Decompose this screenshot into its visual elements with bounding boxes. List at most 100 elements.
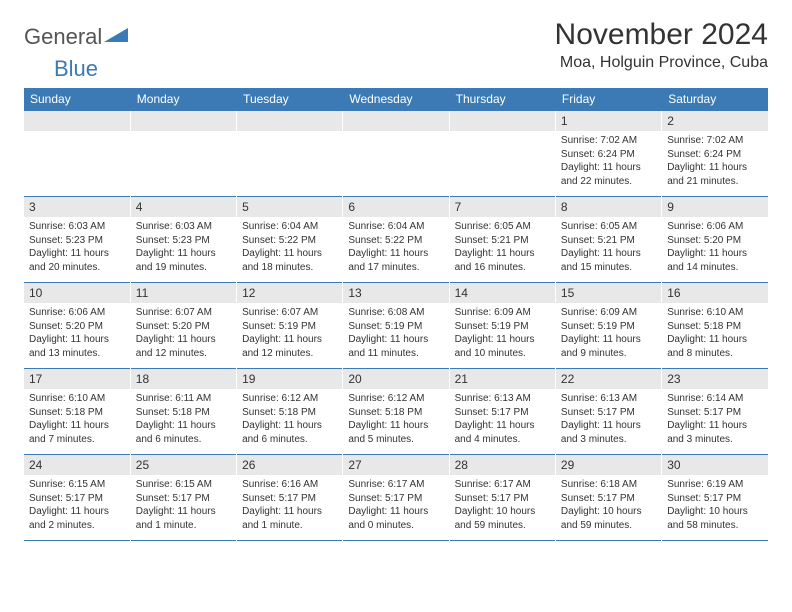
sunset-text: Sunset: 5:17 PM bbox=[242, 492, 337, 506]
calendar-cell: 22Sunrise: 6:13 AMSunset: 5:17 PMDayligh… bbox=[555, 369, 661, 455]
calendar-cell: 25Sunrise: 6:15 AMSunset: 5:17 PMDayligh… bbox=[130, 455, 236, 541]
day-number-empty bbox=[237, 111, 342, 131]
sunrise-text: Sunrise: 6:15 AM bbox=[29, 478, 125, 492]
sunset-text: Sunset: 5:17 PM bbox=[29, 492, 125, 506]
day-number: 14 bbox=[450, 283, 555, 303]
sunset-text: Sunset: 5:19 PM bbox=[455, 320, 550, 334]
calendar-cell bbox=[343, 111, 449, 197]
day-number: 1 bbox=[556, 111, 661, 131]
daylight-text: Daylight: 11 hours and 1 minute. bbox=[136, 505, 231, 532]
calendar-cell bbox=[237, 111, 343, 197]
calendar-table: Sunday Monday Tuesday Wednesday Thursday… bbox=[24, 88, 768, 541]
sunrise-text: Sunrise: 6:04 AM bbox=[348, 220, 443, 234]
day-number: 24 bbox=[24, 455, 130, 475]
daylight-text: Daylight: 11 hours and 12 minutes. bbox=[242, 333, 337, 360]
day-content: Sunrise: 6:15 AMSunset: 5:17 PMDaylight:… bbox=[24, 475, 130, 535]
calendar-cell: 4Sunrise: 6:03 AMSunset: 5:23 PMDaylight… bbox=[130, 197, 236, 283]
day-content: Sunrise: 6:06 AMSunset: 5:20 PMDaylight:… bbox=[662, 217, 768, 277]
month-title: November 2024 bbox=[555, 18, 768, 52]
calendar-cell: 6Sunrise: 6:04 AMSunset: 5:22 PMDaylight… bbox=[343, 197, 449, 283]
day-number: 16 bbox=[662, 283, 768, 303]
sunset-text: Sunset: 5:22 PM bbox=[242, 234, 337, 248]
sunrise-text: Sunrise: 6:11 AM bbox=[136, 392, 231, 406]
sunset-text: Sunset: 5:17 PM bbox=[348, 492, 443, 506]
calendar-cell: 19Sunrise: 6:12 AMSunset: 5:18 PMDayligh… bbox=[237, 369, 343, 455]
day-number-empty bbox=[343, 111, 448, 131]
calendar-cell: 16Sunrise: 6:10 AMSunset: 5:18 PMDayligh… bbox=[662, 283, 768, 369]
sunrise-text: Sunrise: 6:12 AM bbox=[242, 392, 337, 406]
day-number: 21 bbox=[450, 369, 555, 389]
sunrise-text: Sunrise: 6:10 AM bbox=[667, 306, 763, 320]
sunrise-text: Sunrise: 6:13 AM bbox=[561, 392, 656, 406]
day-number: 8 bbox=[556, 197, 661, 217]
day-number: 11 bbox=[131, 283, 236, 303]
daylight-text: Daylight: 11 hours and 6 minutes. bbox=[242, 419, 337, 446]
day-content: Sunrise: 6:13 AMSunset: 5:17 PMDaylight:… bbox=[450, 389, 555, 449]
calendar-cell: 21Sunrise: 6:13 AMSunset: 5:17 PMDayligh… bbox=[449, 369, 555, 455]
day-number: 17 bbox=[24, 369, 130, 389]
day-content: Sunrise: 6:13 AMSunset: 5:17 PMDaylight:… bbox=[556, 389, 661, 449]
daylight-text: Daylight: 11 hours and 20 minutes. bbox=[29, 247, 125, 274]
day-number: 23 bbox=[662, 369, 768, 389]
day-content: Sunrise: 6:16 AMSunset: 5:17 PMDaylight:… bbox=[237, 475, 342, 535]
daylight-text: Daylight: 11 hours and 12 minutes. bbox=[136, 333, 231, 360]
title-block: November 2024 Moa, Holguin Province, Cub… bbox=[555, 18, 768, 72]
day-content: Sunrise: 6:03 AMSunset: 5:23 PMDaylight:… bbox=[24, 217, 130, 277]
sunrise-text: Sunrise: 6:09 AM bbox=[561, 306, 656, 320]
daylight-text: Daylight: 11 hours and 19 minutes. bbox=[136, 247, 231, 274]
day-header-row: Sunday Monday Tuesday Wednesday Thursday… bbox=[24, 88, 768, 111]
sunrise-text: Sunrise: 7:02 AM bbox=[561, 134, 656, 148]
sunrise-text: Sunrise: 6:16 AM bbox=[242, 478, 337, 492]
day-content: Sunrise: 6:12 AMSunset: 5:18 PMDaylight:… bbox=[237, 389, 342, 449]
logo-text-blue: Blue bbox=[54, 56, 98, 81]
logo-text-general: General bbox=[24, 24, 102, 50]
day-header: Thursday bbox=[449, 88, 555, 111]
sunset-text: Sunset: 5:21 PM bbox=[561, 234, 656, 248]
daylight-text: Daylight: 11 hours and 11 minutes. bbox=[348, 333, 443, 360]
sunset-text: Sunset: 5:22 PM bbox=[348, 234, 443, 248]
calendar-cell: 29Sunrise: 6:18 AMSunset: 5:17 PMDayligh… bbox=[555, 455, 661, 541]
page-container: General November 2024 Moa, Holguin Provi… bbox=[0, 0, 792, 559]
daylight-text: Daylight: 11 hours and 14 minutes. bbox=[667, 247, 763, 274]
day-content: Sunrise: 6:15 AMSunset: 5:17 PMDaylight:… bbox=[131, 475, 236, 535]
day-header: Sunday bbox=[24, 88, 130, 111]
day-content: Sunrise: 6:18 AMSunset: 5:17 PMDaylight:… bbox=[556, 475, 661, 535]
day-number: 5 bbox=[237, 197, 342, 217]
calendar-cell: 10Sunrise: 6:06 AMSunset: 5:20 PMDayligh… bbox=[24, 283, 130, 369]
day-header: Saturday bbox=[662, 88, 768, 111]
day-content: Sunrise: 6:14 AMSunset: 5:17 PMDaylight:… bbox=[662, 389, 768, 449]
calendar-cell: 28Sunrise: 6:17 AMSunset: 5:17 PMDayligh… bbox=[449, 455, 555, 541]
sunrise-text: Sunrise: 6:12 AM bbox=[348, 392, 443, 406]
daylight-text: Daylight: 11 hours and 8 minutes. bbox=[667, 333, 763, 360]
day-content: Sunrise: 6:07 AMSunset: 5:19 PMDaylight:… bbox=[237, 303, 342, 363]
daylight-text: Daylight: 11 hours and 5 minutes. bbox=[348, 419, 443, 446]
day-number: 13 bbox=[343, 283, 448, 303]
day-number: 2 bbox=[662, 111, 768, 131]
day-content: Sunrise: 6:05 AMSunset: 5:21 PMDaylight:… bbox=[450, 217, 555, 277]
daylight-text: Daylight: 11 hours and 16 minutes. bbox=[455, 247, 550, 274]
calendar-cell bbox=[130, 111, 236, 197]
sunset-text: Sunset: 5:19 PM bbox=[561, 320, 656, 334]
day-header: Wednesday bbox=[343, 88, 449, 111]
daylight-text: Daylight: 11 hours and 17 minutes. bbox=[348, 247, 443, 274]
calendar-cell: 5Sunrise: 6:04 AMSunset: 5:22 PMDaylight… bbox=[237, 197, 343, 283]
calendar-cell bbox=[24, 111, 130, 197]
day-content: Sunrise: 6:12 AMSunset: 5:18 PMDaylight:… bbox=[343, 389, 448, 449]
day-number: 10 bbox=[24, 283, 130, 303]
calendar-week-row: 24Sunrise: 6:15 AMSunset: 5:17 PMDayligh… bbox=[24, 455, 768, 541]
day-number: 7 bbox=[450, 197, 555, 217]
day-number: 27 bbox=[343, 455, 448, 475]
sunset-text: Sunset: 5:23 PM bbox=[136, 234, 231, 248]
sunset-text: Sunset: 5:17 PM bbox=[455, 492, 550, 506]
sunrise-text: Sunrise: 6:07 AM bbox=[242, 306, 337, 320]
sunrise-text: Sunrise: 6:08 AM bbox=[348, 306, 443, 320]
calendar-week-row: 10Sunrise: 6:06 AMSunset: 5:20 PMDayligh… bbox=[24, 283, 768, 369]
calendar-cell: 8Sunrise: 6:05 AMSunset: 5:21 PMDaylight… bbox=[555, 197, 661, 283]
day-header: Friday bbox=[555, 88, 661, 111]
daylight-text: Daylight: 11 hours and 4 minutes. bbox=[455, 419, 550, 446]
day-number: 20 bbox=[343, 369, 448, 389]
calendar-cell: 15Sunrise: 6:09 AMSunset: 5:19 PMDayligh… bbox=[555, 283, 661, 369]
sunrise-text: Sunrise: 6:09 AM bbox=[455, 306, 550, 320]
day-number: 26 bbox=[237, 455, 342, 475]
day-content: Sunrise: 6:08 AMSunset: 5:19 PMDaylight:… bbox=[343, 303, 448, 363]
